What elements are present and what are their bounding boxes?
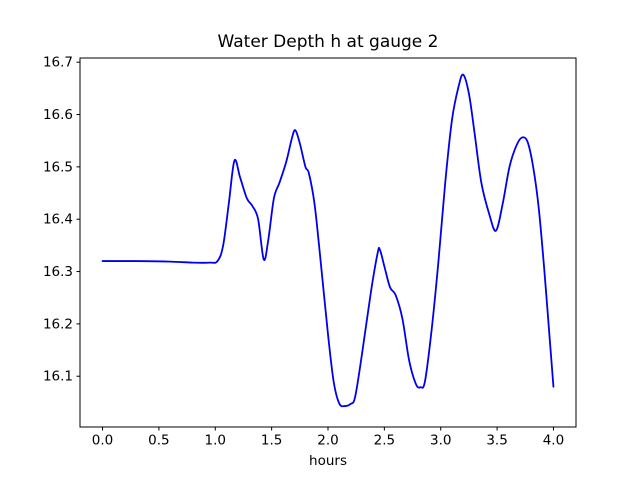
x-tick-label: 3.5	[486, 433, 507, 449]
x-tick-label: 0.5	[148, 433, 169, 449]
y-tick-label: 16.5	[43, 159, 73, 175]
x-tick-label: 1.0	[205, 433, 226, 449]
y-tick-label: 16.6	[43, 107, 73, 123]
plot-border	[79, 57, 577, 428]
y-tick-label: 16.4	[43, 212, 73, 228]
x-tick-label: 1.5	[261, 433, 282, 449]
data-line	[101, 73, 555, 408]
chart-title: Water Depth h at gauge 2	[217, 32, 439, 52]
x-tick-label: 2.0	[317, 433, 338, 449]
x-tick-label: 3.0	[430, 433, 451, 449]
x-axis-label: hours	[309, 453, 347, 469]
y-tick-label: 16.3	[43, 264, 73, 280]
y-tick-label: 16.1	[43, 369, 73, 385]
x-tick-label: 0.0	[92, 433, 113, 449]
x-tick-label: 2.5	[374, 433, 395, 449]
x-tick-label: 4.0	[543, 433, 564, 449]
y-tick-label: 16.7	[43, 55, 73, 71]
y-tick-label: 16.2	[43, 316, 73, 332]
